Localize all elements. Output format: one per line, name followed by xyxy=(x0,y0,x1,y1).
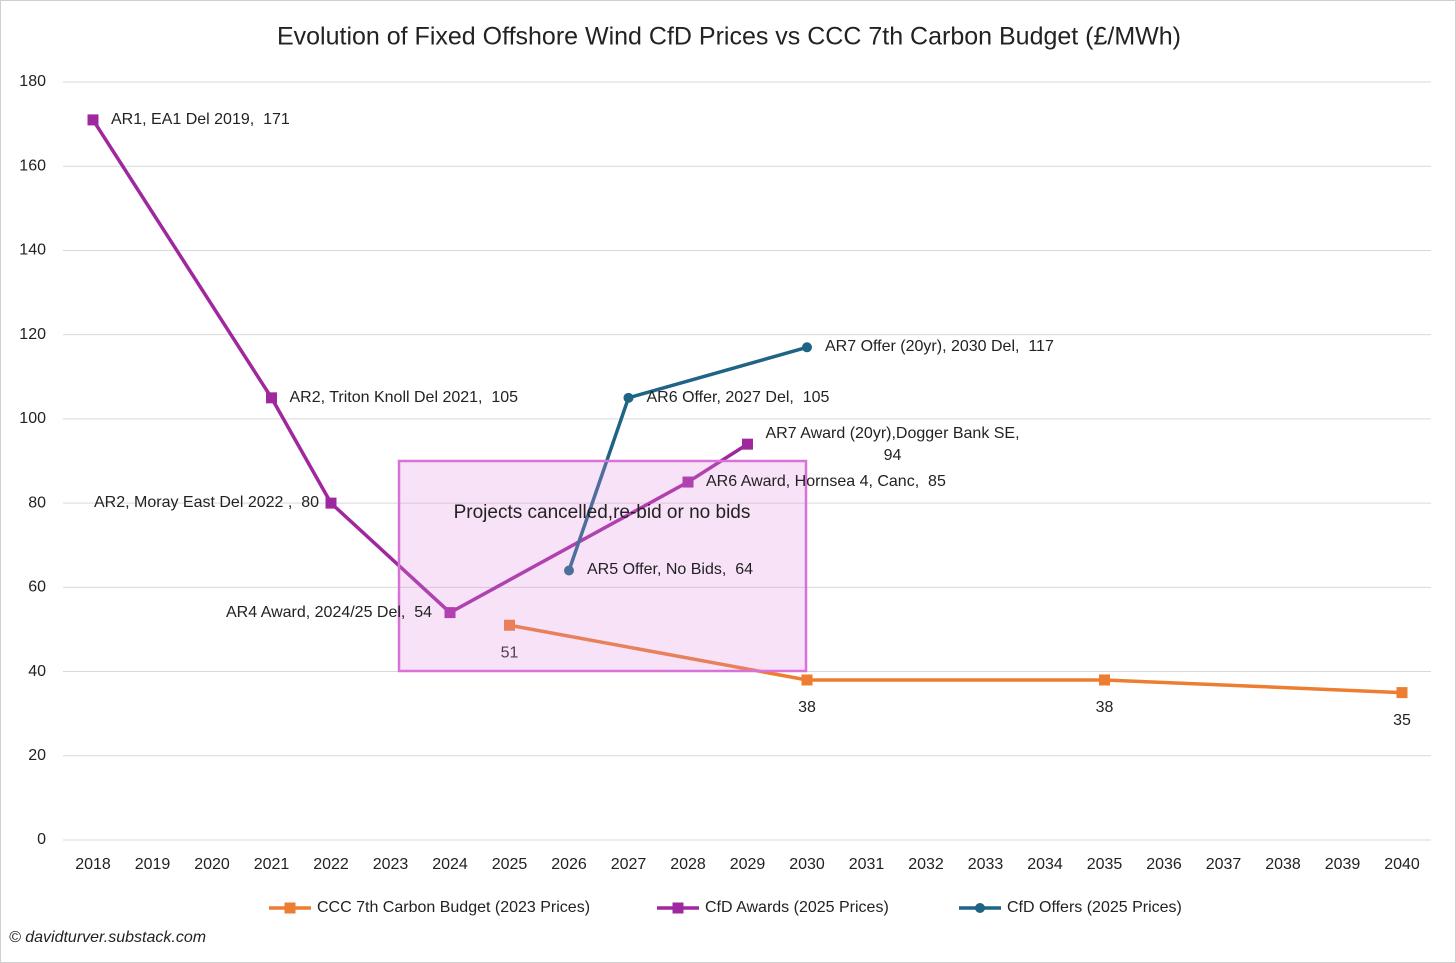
x-tick-label: 2031 xyxy=(849,856,885,873)
data-label: 35 xyxy=(1393,712,1411,729)
legend-label: CfD Awards (2025 Prices) xyxy=(705,899,889,916)
data-point xyxy=(87,114,99,126)
y-tick-label: 100 xyxy=(19,410,46,427)
x-tick-label: 2022 xyxy=(313,856,349,873)
x-tick-label: 2018 xyxy=(75,856,111,873)
data-label: 38 xyxy=(798,699,816,716)
x-tick-label: 2023 xyxy=(373,856,409,873)
legend-label: CfD Offers (2025 Prices) xyxy=(1007,899,1182,916)
y-tick-label: 180 xyxy=(19,73,46,90)
x-tick-label: 2026 xyxy=(551,856,587,873)
y-tick-label: 160 xyxy=(19,157,46,174)
legend-marker xyxy=(672,902,684,914)
data-label: AR6 Offer, 2027 Del, 105 xyxy=(646,388,830,406)
data-point xyxy=(801,674,813,686)
annotation: Projects cancelled,re-bid or no bids xyxy=(454,502,751,523)
x-tick-label: 2019 xyxy=(135,856,171,873)
x-tick-label: 2021 xyxy=(254,856,290,873)
y-tick-label: 80 xyxy=(28,494,46,511)
data-label: 38 xyxy=(1096,699,1114,716)
x-tick-label: 2036 xyxy=(1146,856,1182,873)
data-point xyxy=(742,438,753,450)
x-tick-label: 2040 xyxy=(1384,856,1420,873)
y-tick-label: 40 xyxy=(28,663,46,680)
y-tick-label: 140 xyxy=(19,242,46,259)
x-tick-label: 2039 xyxy=(1325,856,1361,873)
x-tick-label: 2028 xyxy=(670,856,706,873)
chart-title: Evolution of Fixed Offshore Wind CfD Pri… xyxy=(277,23,1181,51)
x-tick-label: 2024 xyxy=(432,856,468,873)
data-label: AR7 Offer (20yr), 2030 Del, 117 xyxy=(825,338,1054,356)
data-point xyxy=(802,342,812,353)
data-label: AR2, Triton Knoll Del 2021, 105 xyxy=(289,388,519,406)
data-point xyxy=(1396,687,1408,699)
legend-marker xyxy=(284,902,296,914)
data-label: AR7 Award (20yr),Dogger Bank SE, 94 xyxy=(765,425,1020,465)
x-tick-label: 2034 xyxy=(1027,856,1063,873)
data-point xyxy=(623,392,634,403)
x-tick-label: 2029 xyxy=(730,856,766,873)
y-tick-label: 120 xyxy=(19,326,46,343)
data-point xyxy=(1099,674,1110,686)
data-point xyxy=(564,565,574,576)
x-tick-label: 2037 xyxy=(1206,856,1242,873)
legend-marker xyxy=(975,903,985,913)
legend-label: CCC 7th Carbon Budget (2023 Prices) xyxy=(317,899,590,916)
data-point xyxy=(504,619,515,631)
x-tick-label: 2025 xyxy=(492,856,528,873)
data-label: AR6 Award, Hornsea 4, Canc, 85 xyxy=(706,473,946,491)
x-tick-label: 2033 xyxy=(968,856,1004,873)
series-line xyxy=(91,118,749,615)
annotation-box xyxy=(397,459,808,673)
data-label: AR2, Moray East Del 2022 , 80 xyxy=(94,494,319,512)
data-label: AR4 Award, 2024/25 Del, 54 xyxy=(226,603,433,621)
series-line xyxy=(509,623,1403,695)
data-point xyxy=(325,497,337,509)
x-tick-label: 2035 xyxy=(1087,856,1123,873)
x-tick-label: 2038 xyxy=(1265,856,1301,873)
data-label: 51 xyxy=(501,644,519,661)
x-tick-label: 2032 xyxy=(908,856,944,873)
data-point xyxy=(266,392,277,404)
y-tick-label: 0 xyxy=(37,831,46,848)
data-point xyxy=(682,476,694,488)
credit: © davidturver.substack.com xyxy=(9,929,206,946)
y-tick-label: 20 xyxy=(28,747,46,764)
x-tick-label: 2030 xyxy=(789,856,825,873)
x-tick-label: 2027 xyxy=(611,856,647,873)
data-label: AR1, EA1 Del 2019, 171 xyxy=(111,110,290,128)
data-point xyxy=(444,607,456,619)
x-tick-label: 2020 xyxy=(194,856,230,873)
y-tick-label: 60 xyxy=(28,579,46,596)
data-label: AR5 Offer, No Bids, 64 xyxy=(587,561,754,579)
